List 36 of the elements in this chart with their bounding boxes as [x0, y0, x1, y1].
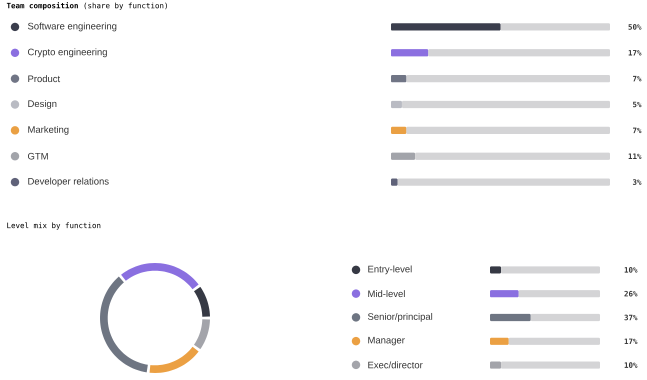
- legend-label: Mid-level: [368, 290, 405, 298]
- y-tick-label: Product: [28, 75, 60, 82]
- bar: [391, 49, 428, 56]
- bar: [391, 75, 406, 82]
- bar: [518, 290, 600, 298]
- bar: [490, 338, 509, 345]
- bar: [391, 152, 416, 160]
- bar: [490, 314, 531, 322]
- y-tick-label: Marketing: [28, 126, 68, 135]
- bar: [391, 178, 398, 186]
- bar: [490, 290, 519, 298]
- bar: [428, 49, 610, 56]
- bar: [391, 126, 406, 134]
- bar: [490, 266, 502, 274]
- bar: [500, 23, 610, 31]
- bar: [415, 152, 610, 160]
- legend-label: Exec/director: [368, 361, 423, 368]
- bar: [391, 23, 501, 31]
- y-tick-label: Crypto engineering: [28, 48, 107, 58]
- y-tick-label: Design: [28, 100, 56, 109]
- bar: [402, 100, 610, 108]
- y-tick-label: Software engineering: [28, 22, 116, 32]
- legend-label: Senior/principal: [368, 312, 432, 322]
- bar: [406, 75, 610, 82]
- bar: [508, 338, 600, 345]
- bar: [391, 100, 402, 108]
- y-tick-label: GTM: [28, 152, 48, 160]
- bar: [398, 178, 610, 186]
- bar: [501, 266, 600, 274]
- bar: [406, 126, 610, 134]
- legend-label: Entry-level: [368, 265, 412, 274]
- legend-label: Manager: [368, 336, 405, 346]
- bar: [530, 314, 600, 322]
- bar: [501, 362, 600, 369]
- bar: [490, 362, 502, 369]
- y-tick-label: Developer relations: [28, 178, 109, 186]
